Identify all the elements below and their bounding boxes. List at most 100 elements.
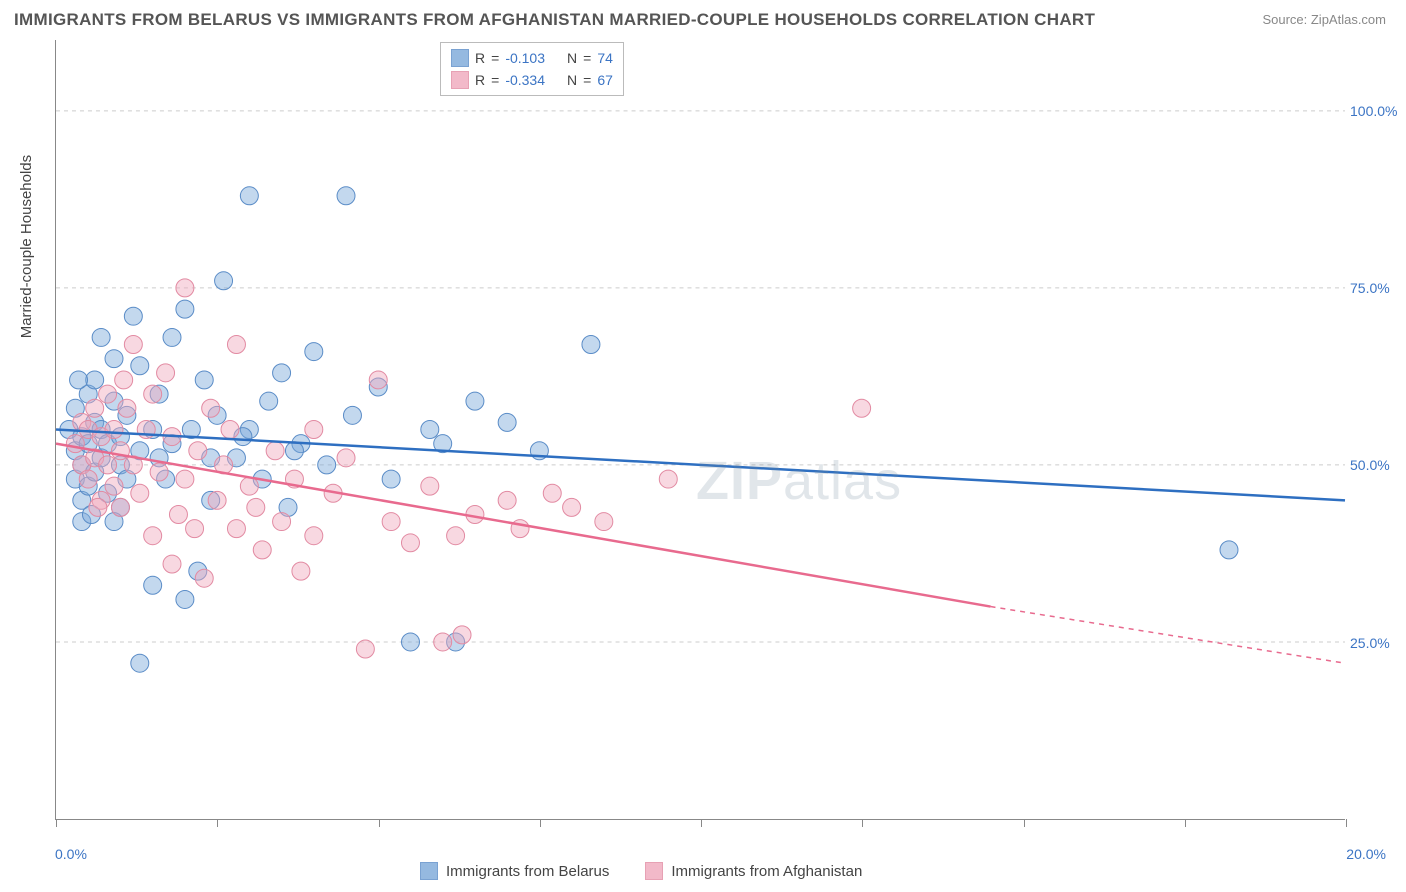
x-tick <box>862 819 863 827</box>
scatter-point <box>195 371 213 389</box>
scatter-point <box>305 421 323 439</box>
legend-label-afghanistan: Immigrants from Afghanistan <box>671 863 862 880</box>
scatter-point <box>70 371 88 389</box>
legend-label-belarus: Immigrants from Belarus <box>446 863 609 880</box>
scatter-point <box>215 272 233 290</box>
equals: = <box>491 72 499 88</box>
legend-correlation: R = -0.103 N = 74 R = -0.334 N = 67 <box>440 42 624 96</box>
scatter-point <box>1220 541 1238 559</box>
r-value-belarus: -0.103 <box>505 50 545 66</box>
x-tick <box>1346 819 1347 827</box>
scatter-point <box>144 527 162 545</box>
chart-title: IMMIGRANTS FROM BELARUS VS IMMIGRANTS FR… <box>14 10 1095 30</box>
scatter-point <box>105 421 123 439</box>
scatter-point <box>111 498 129 516</box>
scatter-point <box>447 527 465 545</box>
scatter-point <box>79 470 97 488</box>
r-value-afghanistan: -0.334 <box>505 72 545 88</box>
scatter-point <box>434 633 452 651</box>
x-tick <box>379 819 380 827</box>
scatter-point <box>498 491 516 509</box>
scatter-point <box>221 421 239 439</box>
equals: = <box>491 50 499 66</box>
x-tick <box>701 819 702 827</box>
source-prefix: Source: <box>1262 12 1310 27</box>
legend-series: Immigrants from Belarus Immigrants from … <box>420 862 862 880</box>
r-label: R <box>475 50 485 66</box>
scatter-point <box>86 371 104 389</box>
legend-correlation-row: R = -0.334 N = 67 <box>451 69 613 91</box>
scatter-point <box>92 328 110 346</box>
chart-svg <box>56 40 1345 819</box>
scatter-point <box>208 491 226 509</box>
legend-item-afghanistan: Immigrants from Afghanistan <box>645 862 862 880</box>
scatter-point <box>318 456 336 474</box>
source-name: ZipAtlas.com <box>1311 12 1386 27</box>
scatter-point <box>202 399 220 417</box>
scatter-point <box>659 470 677 488</box>
scatter-point <box>582 336 600 354</box>
scatter-point <box>150 463 168 481</box>
n-label: N <box>567 50 577 66</box>
scatter-point <box>189 442 207 460</box>
y-axis-title: Married-couple Households <box>18 155 35 338</box>
scatter-point <box>163 328 181 346</box>
scatter-point <box>305 527 323 545</box>
scatter-point <box>356 640 374 658</box>
scatter-point <box>421 477 439 495</box>
scatter-point <box>273 513 291 531</box>
scatter-point <box>131 357 149 375</box>
scatter-point <box>227 336 245 354</box>
scatter-point <box>176 470 194 488</box>
scatter-point <box>86 399 104 417</box>
scatter-point <box>273 364 291 382</box>
r-label: R <box>475 72 485 88</box>
trendline-dashed <box>991 607 1345 664</box>
scatter-point <box>260 392 278 410</box>
scatter-point <box>105 477 123 495</box>
scatter-point <box>595 513 613 531</box>
scatter-point <box>66 435 84 453</box>
legend-correlation-row: R = -0.103 N = 74 <box>451 47 613 69</box>
scatter-point <box>99 456 117 474</box>
scatter-point <box>105 350 123 368</box>
legend-item-belarus: Immigrants from Belarus <box>420 862 609 880</box>
scatter-point <box>266 442 284 460</box>
scatter-point <box>466 392 484 410</box>
y-tick-label: 75.0% <box>1350 280 1405 296</box>
x-tick <box>56 819 57 827</box>
x-tick <box>1185 819 1186 827</box>
scatter-point <box>163 555 181 573</box>
y-tick-label: 100.0% <box>1350 103 1405 119</box>
scatter-point <box>240 187 258 205</box>
swatch-belarus <box>451 49 469 67</box>
scatter-point <box>853 399 871 417</box>
scatter-point <box>247 498 265 516</box>
x-tick <box>1024 819 1025 827</box>
swatch-belarus <box>420 862 438 880</box>
x-axis-max-label: 20.0% <box>1346 846 1386 862</box>
scatter-point <box>169 505 187 523</box>
swatch-afghanistan <box>451 71 469 89</box>
scatter-point <box>343 406 361 424</box>
scatter-point <box>124 336 142 354</box>
scatter-point <box>89 498 107 516</box>
scatter-point <box>292 562 310 580</box>
scatter-point <box>285 442 303 460</box>
scatter-point <box>195 569 213 587</box>
scatter-point <box>240 477 258 495</box>
scatter-point <box>227 520 245 538</box>
scatter-point <box>401 534 419 552</box>
scatter-point <box>305 343 323 361</box>
scatter-point <box>176 590 194 608</box>
equals: = <box>583 50 591 66</box>
scatter-point <box>401 633 419 651</box>
scatter-point <box>337 449 355 467</box>
scatter-point <box>131 484 149 502</box>
scatter-point <box>176 300 194 318</box>
scatter-point <box>337 187 355 205</box>
scatter-point <box>421 421 439 439</box>
scatter-point <box>382 513 400 531</box>
swatch-afghanistan <box>645 862 663 880</box>
source-attribution: Source: ZipAtlas.com <box>1262 12 1386 27</box>
